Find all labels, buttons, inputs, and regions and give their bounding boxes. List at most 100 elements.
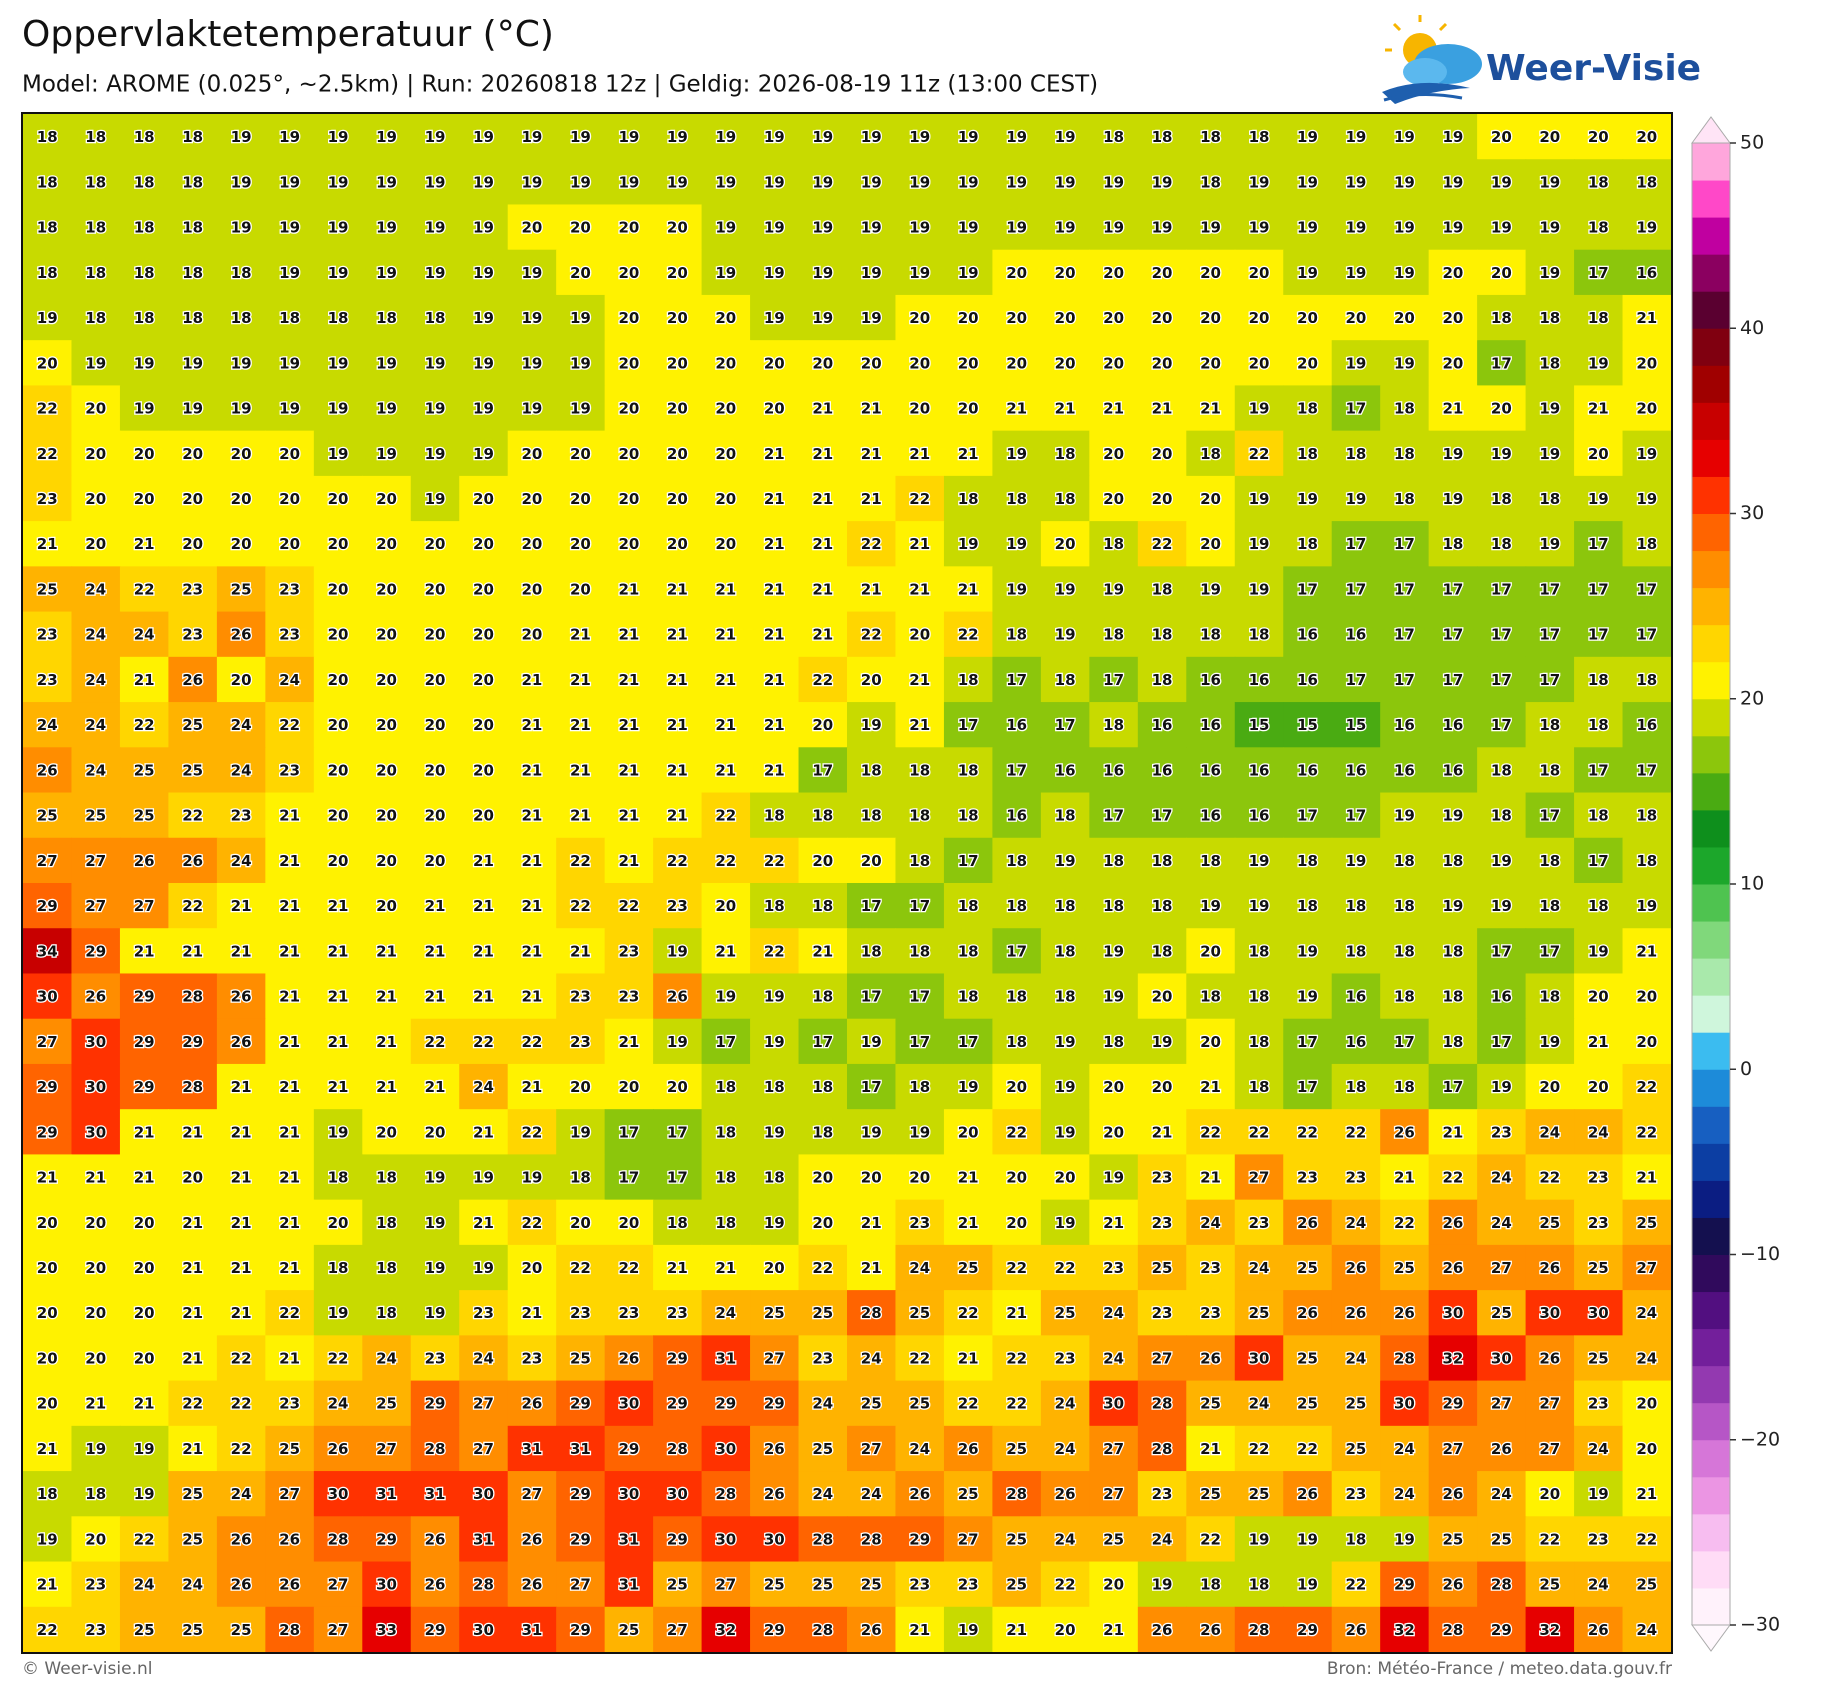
temperature-cell <box>1477 340 1527 387</box>
temperature-label: 23 <box>1588 1214 1609 1232</box>
temperature-cell <box>1234 1244 1284 1291</box>
temperature-cell <box>71 1018 121 1065</box>
temperature-label: 26 <box>1152 1621 1173 1639</box>
temperature-label: 30 <box>667 1485 688 1503</box>
temperature-cell <box>1525 747 1575 794</box>
temperature-label: 26 <box>522 1576 543 1594</box>
temperature-label: 28 <box>425 1440 446 1458</box>
temperature-label: 19 <box>1394 264 1415 282</box>
temperature-cell <box>1234 1471 1284 1517</box>
temperature-cell <box>1428 611 1478 658</box>
temperature-cell <box>168 1380 218 1427</box>
temperature-label: 16 <box>1249 807 1270 825</box>
temperature-cell <box>943 1516 994 1563</box>
temperature-cell <box>119 1154 170 1201</box>
temperature-label: 22 <box>909 1349 930 1367</box>
temperature-cell <box>992 928 1042 975</box>
temperature-label: 27 <box>764 1349 785 1367</box>
temperature-label: 24 <box>1103 1304 1124 1322</box>
temperature-cell <box>653 1244 703 1291</box>
temperature-label: 28 <box>1152 1440 1173 1458</box>
temperature-cell <box>604 385 654 432</box>
temperature-cell <box>410 1244 460 1291</box>
temperature-label: 25 <box>1346 1395 1367 1413</box>
temperature-cell <box>604 204 654 251</box>
temperature-label: 18 <box>812 988 833 1006</box>
temperature-label: 28 <box>182 988 203 1006</box>
temperature-cell <box>1380 249 1430 296</box>
temperature-label: 19 <box>376 219 397 237</box>
temperature-cell <box>459 294 509 341</box>
temperature-label: 17 <box>715 1033 736 1051</box>
temperature-label: 20 <box>328 580 349 598</box>
temperature-cell <box>1477 294 1527 341</box>
temperature-cell <box>119 340 170 387</box>
temperature-cell <box>362 792 412 839</box>
colorbar-segment <box>1692 1513 1730 1552</box>
temperature-label: 20 <box>618 1214 639 1232</box>
temperature-label: 23 <box>812 1349 833 1367</box>
temperature-label: 18 <box>861 761 882 779</box>
temperature-cell <box>847 1244 897 1291</box>
temperature-label: 24 <box>1491 1169 1512 1187</box>
temperature-label: 17 <box>1588 580 1609 598</box>
temperature-label: 24 <box>1055 1530 1076 1548</box>
temperature-cell <box>168 1290 218 1336</box>
temperature-label: 19 <box>861 1123 882 1141</box>
temperature-label: 23 <box>570 1033 591 1051</box>
temperature-label: 20 <box>1249 309 1270 327</box>
temperature-cell <box>1137 566 1187 613</box>
temperature-label: 17 <box>1394 1033 1415 1051</box>
temperature-cell <box>1283 1425 1333 1472</box>
temperature-label: 19 <box>667 128 688 146</box>
temperature-cell <box>168 611 218 658</box>
temperature-cell <box>556 475 606 522</box>
temperature-cell <box>1525 294 1575 341</box>
temperature-label: 18 <box>1394 1078 1415 1096</box>
temperature-label: 21 <box>473 1214 494 1232</box>
temperature-label: 20 <box>1539 128 1560 146</box>
temperature-label: 17 <box>1346 671 1367 689</box>
temperature-label: 22 <box>958 626 979 644</box>
temperature-label: 22 <box>618 1259 639 1277</box>
temperature-label: 18 <box>1103 626 1124 644</box>
temperature-label: 30 <box>473 1621 494 1639</box>
temperature-cell <box>1622 1290 1672 1336</box>
temperature-cell <box>1283 1063 1333 1110</box>
temperature-cell <box>1234 114 1284 160</box>
temperature-cell <box>507 1471 557 1517</box>
temperature-label: 18 <box>1491 807 1512 825</box>
temperature-cell <box>750 1290 800 1336</box>
temperature-cell <box>1186 1380 1236 1427</box>
temperature-cell <box>1089 114 1139 160</box>
temperature-cell <box>1574 702 1624 748</box>
temperature-cell <box>71 837 121 884</box>
temperature-label: 21 <box>279 897 300 915</box>
temperature-label: 20 <box>1006 1169 1027 1187</box>
temperature-cell <box>750 1063 800 1110</box>
temperature-cell <box>1234 611 1284 658</box>
temperature-cell <box>1137 159 1187 206</box>
temperature-cell <box>1040 702 1090 748</box>
temperature-cell <box>216 702 266 748</box>
temperature-label: 21 <box>231 1169 252 1187</box>
temperature-label: 22 <box>1055 1576 1076 1594</box>
temperature-label: 20 <box>425 580 446 598</box>
temperature-cell <box>119 1109 170 1156</box>
temperature-cell <box>992 656 1042 703</box>
temperature-cell <box>119 1018 170 1065</box>
temperature-cell <box>119 973 170 1020</box>
temperature-label: 18 <box>1539 988 1560 1006</box>
temperature-cell <box>1040 385 1090 432</box>
temperature-label: 17 <box>958 852 979 870</box>
temperature-label: 22 <box>1006 1395 1027 1413</box>
temperature-cell <box>1477 611 1527 658</box>
temperature-label: 19 <box>522 400 543 418</box>
temperature-label: 27 <box>522 1485 543 1503</box>
temperature-label: 18 <box>1055 988 1076 1006</box>
temperature-cell <box>313 159 363 206</box>
temperature-cell <box>943 1063 994 1110</box>
temperature-label: 16 <box>1297 761 1318 779</box>
temperature-cell <box>1283 1109 1333 1156</box>
